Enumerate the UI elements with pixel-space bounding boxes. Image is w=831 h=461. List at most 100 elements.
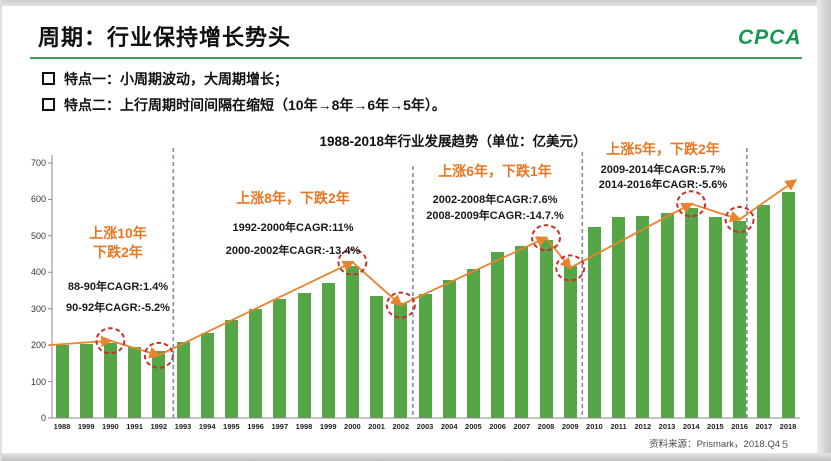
x-axis-label: 2003	[416, 422, 434, 431]
x-axis-label: 1999	[319, 422, 337, 431]
slide-edge	[0, 0, 831, 6]
page-title: 周期：行业保持增长势头	[38, 25, 292, 50]
x-axis-label: 2018	[779, 422, 797, 431]
x-axis-label: 1996	[247, 422, 264, 431]
annotation-cagr-lines-4: 2009-2014年CAGR:5.7% 2014-2016年CAGR:-5.6%	[558, 163, 768, 193]
bar	[249, 308, 263, 418]
x-axis-label: 2017	[755, 422, 773, 431]
bar	[491, 252, 505, 418]
bar	[684, 208, 698, 418]
y-axis-label: 600	[30, 194, 46, 205]
bar	[418, 294, 432, 418]
x-axis-label: 2006	[489, 422, 506, 431]
cpca-logo: CPCA	[738, 26, 802, 49]
bar	[708, 216, 722, 418]
bar	[55, 345, 69, 418]
bar	[321, 283, 335, 418]
x-axis-label: 1998	[295, 422, 313, 431]
slide-edge	[0, 453, 831, 461]
slide-edge	[0, 0, 2, 461]
bar	[515, 246, 529, 418]
x-axis-label: 2005	[465, 422, 482, 431]
bullet-square-icon	[42, 72, 55, 85]
bullet-text: 特点一：小周期波动，大周期增长；	[64, 71, 288, 87]
x-axis-label: 2013	[658, 422, 676, 431]
x-axis-label: 2008	[537, 422, 555, 431]
bullet-square-icon	[42, 98, 55, 111]
bar	[612, 216, 626, 418]
bar	[466, 269, 480, 418]
x-axis-label: 2004	[440, 422, 458, 431]
bullet-feature-2: 特点二：上行周期时间间隔在缩短（10年→8年→6年→5年）。	[42, 95, 446, 115]
x-axis-label: 2011	[610, 422, 627, 431]
x-axis-label: 1993	[174, 422, 192, 431]
x-axis-label: 1995	[223, 422, 240, 431]
annotation-cagr-lines-2: 1992-2000年CAGR:11% 2000-2002年CAGR:-13.4%	[188, 217, 398, 263]
bar	[394, 303, 408, 418]
annotation-cycle-title-4: 上涨5年，下跌2年	[606, 141, 720, 157]
bar	[563, 266, 577, 418]
x-axis-label: 2014	[682, 422, 700, 431]
cagr-line: 90-92年CAGR:-5.2%	[66, 302, 170, 314]
bar	[733, 221, 747, 418]
annotation-cycle-title-2: 上涨8年，下跌2年	[236, 190, 350, 206]
slide-edge	[817, 0, 831, 461]
cagr-line: 2008-2009年CAGR:-14.7.%	[426, 210, 564, 222]
cagr-line: 2014-2016年CAGR:-5.6%	[598, 179, 728, 191]
cagr-line: 2000-2002年CAGR:-13.4%	[225, 245, 361, 257]
y-axis-label: 200	[30, 340, 46, 351]
bar	[176, 341, 190, 418]
x-axis-label: 1988	[53, 422, 71, 431]
x-axis-label: 2012	[634, 422, 652, 431]
y-axis-label: 500	[30, 230, 46, 241]
x-axis-label: 1991	[126, 422, 143, 431]
cagr-line: 2002-2008年CAGR:7.6%	[432, 194, 558, 206]
bar	[297, 293, 311, 418]
x-axis-label: 2016	[731, 422, 748, 431]
annotation-cagr-lines-1: 88-90年CAGR:1.4% 90-92年CAGR:-5.2%	[23, 277, 213, 319]
bar	[200, 333, 214, 418]
bar	[370, 295, 384, 418]
x-axis-label: 2015	[707, 422, 724, 431]
y-axis-label: 400	[30, 267, 46, 278]
bar	[224, 320, 238, 418]
bar	[587, 226, 601, 418]
x-axis-label: 1997	[271, 422, 289, 431]
bar	[442, 279, 456, 418]
bar	[79, 344, 93, 418]
x-axis-label: 1992	[150, 422, 168, 431]
y-axis-label: 300	[30, 303, 46, 314]
bar	[660, 213, 674, 418]
header-divider	[30, 57, 802, 59]
page-number: 5	[782, 439, 789, 451]
x-axis-label: 2002	[392, 422, 410, 431]
cagr-line: 1992-2000年CAGR:11%	[232, 222, 354, 234]
annotation-cycle-title-1: 上涨10年 下跌2年	[89, 225, 147, 260]
x-axis-label: 2009	[561, 422, 579, 431]
data-source: 资料来源：Prismark，2018.Q4	[649, 439, 780, 450]
bar	[781, 192, 795, 418]
x-axis-label: 1999	[77, 422, 95, 431]
bullet-text: 特点二：上行周期时间间隔在缩短（10年→8年→6年→5年）。	[64, 97, 446, 113]
y-axis-label: 0	[40, 413, 46, 423]
bar	[152, 350, 166, 418]
bullet-feature-1: 特点一：小周期波动，大周期增长；	[42, 69, 288, 89]
x-axis-label: 1990	[102, 422, 119, 431]
y-axis-label: 100	[30, 376, 46, 387]
bar	[345, 265, 359, 418]
x-axis-label: 1994	[198, 422, 216, 431]
cagr-line: 88-90年CAGR:1.4%	[67, 281, 169, 293]
annotation-cycle-title-3: 上涨6年，下跌1年	[438, 163, 552, 179]
x-axis-label: 2000	[344, 422, 361, 431]
bar	[273, 298, 287, 418]
bar	[128, 347, 142, 418]
x-axis-label: 2010	[586, 422, 603, 431]
chart-title: 1988-2018年行业发展趋势（单位：亿美元）	[319, 134, 587, 149]
bar	[636, 215, 650, 418]
cagr-line: 2009-2014年CAGR:5.7%	[600, 164, 726, 176]
y-axis-label: 700	[30, 158, 46, 168]
bar	[539, 240, 553, 418]
x-axis-label: 2007	[513, 422, 531, 431]
